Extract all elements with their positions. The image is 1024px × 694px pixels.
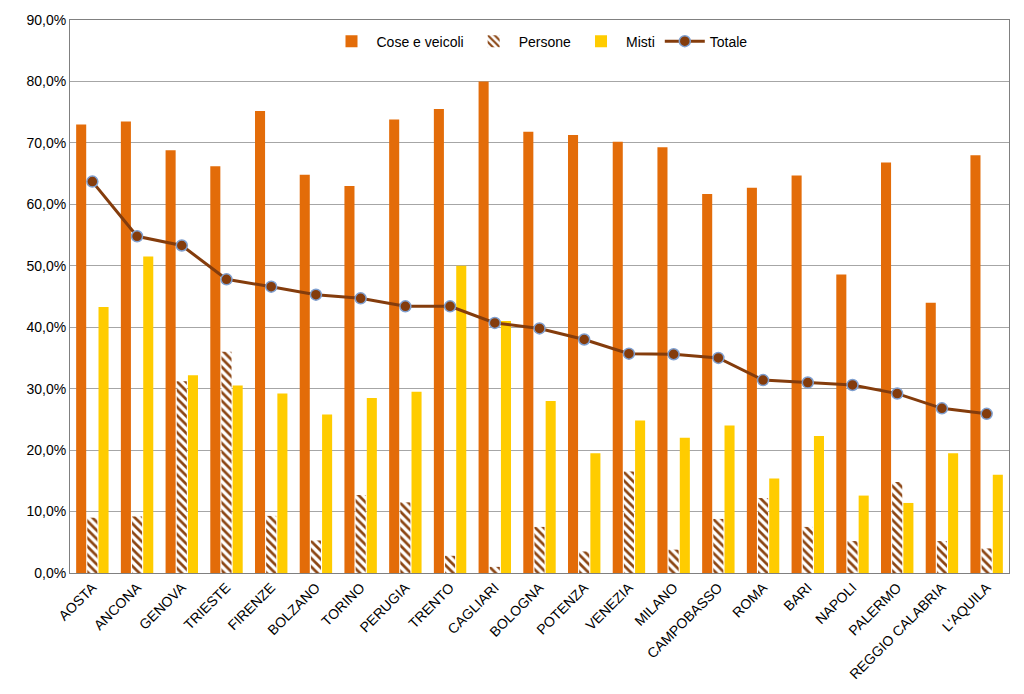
svg-text:FIRENZE: FIRENZE (225, 580, 279, 634)
svg-text:PERUGIA: PERUGIA (357, 579, 413, 635)
svg-text:TORINO: TORINO (318, 579, 368, 629)
svg-text:ROMA: ROMA (729, 579, 770, 620)
svg-text:60,0%: 60,0% (26, 196, 66, 212)
svg-text:Persone: Persone (519, 34, 571, 50)
svg-text:BARI: BARI (780, 580, 814, 614)
svg-text:70,0%: 70,0% (26, 135, 66, 151)
svg-text:Misti: Misti (626, 34, 655, 50)
svg-text:BOLOGNA: BOLOGNA (486, 579, 547, 640)
svg-text:0,0%: 0,0% (34, 565, 66, 581)
svg-text:CAGLIARI: CAGLIARI (444, 580, 502, 638)
svg-text:30,0%: 30,0% (26, 381, 66, 397)
svg-text:50,0%: 50,0% (26, 258, 66, 274)
svg-text:10,0%: 10,0% (26, 503, 66, 519)
svg-text:VENEZIA: VENEZIA (582, 579, 636, 633)
svg-text:REGGIO CALABRIA: REGGIO CALABRIA (846, 579, 949, 682)
svg-text:BOLZANO: BOLZANO (264, 579, 323, 638)
svg-text:20,0%: 20,0% (26, 442, 66, 458)
svg-text:CAMPOBASSO: CAMPOBASSO (644, 579, 726, 661)
svg-text:80,0%: 80,0% (26, 73, 66, 89)
svg-text:L'AQUILA: L'AQUILA (939, 579, 994, 634)
svg-text:TRIESTE: TRIESTE (180, 580, 233, 633)
svg-text:PALERMO: PALERMO (845, 579, 904, 638)
svg-text:TRENTO: TRENTO (405, 579, 457, 631)
svg-text:ANCONA: ANCONA (90, 579, 144, 633)
svg-text:NAPOLI: NAPOLI (812, 580, 860, 628)
svg-text:Totale: Totale (710, 34, 748, 50)
svg-text:MILANO: MILANO (631, 579, 680, 628)
svg-text:Cose e veicoli: Cose e veicoli (377, 34, 464, 50)
svg-text:POTENZA: POTENZA (533, 579, 592, 638)
svg-text:90,0%: 90,0% (26, 12, 66, 28)
svg-text:AOSTA: AOSTA (55, 579, 100, 624)
svg-text:40,0%: 40,0% (26, 319, 66, 335)
svg-text:GENOVA: GENOVA (136, 579, 189, 632)
